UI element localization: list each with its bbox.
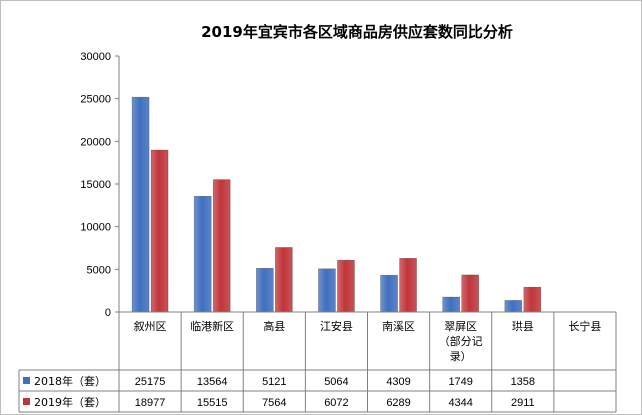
bar-2018 xyxy=(131,96,150,313)
x-category-label: 江安县 xyxy=(320,319,353,333)
data-table: 叙州区 临港新区 高县 江安县 南溪区 翠屏区（部分记录） 珙县 长宁县 2018年（套） 251… xyxy=(18,311,617,413)
bar-2018 xyxy=(193,195,212,313)
data-label: 25175 xyxy=(135,376,166,388)
data-label: 6072 xyxy=(324,397,348,409)
legend-label: 2018年（套） xyxy=(34,374,106,388)
bar-2019 xyxy=(461,274,479,313)
data-label: 7564 xyxy=(262,397,286,409)
bars xyxy=(131,96,542,313)
bar-2019 xyxy=(150,149,169,313)
bar-2018 xyxy=(318,268,336,313)
data-label: 18977 xyxy=(135,397,166,409)
bar-2018 xyxy=(442,296,460,313)
data-label: 4309 xyxy=(386,376,410,388)
legend-swatch xyxy=(23,398,30,405)
data-label: 1749 xyxy=(448,376,472,388)
bar-2019 xyxy=(212,179,231,313)
x-category-label: 长宁县 xyxy=(568,319,601,333)
data-label: 1358 xyxy=(511,376,535,388)
y-tick-label: 20000 xyxy=(80,136,111,148)
bar-2019 xyxy=(523,286,542,313)
x-category-label: 珙县 xyxy=(512,319,534,333)
data-label: 6289 xyxy=(386,397,410,409)
legend-swatch xyxy=(23,377,30,384)
x-category-label: 高县 xyxy=(263,319,285,333)
data-label: 4344 xyxy=(448,397,472,409)
data-label: 5064 xyxy=(324,376,348,388)
bar-2018 xyxy=(380,274,398,313)
bar-2019 xyxy=(275,247,293,313)
y-tick-label: 25000 xyxy=(80,94,111,106)
x-category-label: 翠屏区（部分记录） xyxy=(439,320,483,363)
data-label: 2911 xyxy=(511,397,535,409)
legend-label: 2019年（套） xyxy=(34,395,106,409)
x-category-label: 叙州区 xyxy=(134,319,167,333)
y-tick-label: 0 xyxy=(105,307,111,319)
bar-2018 xyxy=(504,300,523,313)
chart-title: 2019年宜宾市各区域商品房供应套数同比分析 xyxy=(201,23,513,41)
y-tick-label: 5000 xyxy=(87,264,111,276)
data-label: 13564 xyxy=(197,376,228,388)
bar-2019 xyxy=(337,259,355,313)
y-tick-label: 30000 xyxy=(80,51,111,63)
bar-2018 xyxy=(256,268,274,313)
data-label: 15515 xyxy=(197,397,228,409)
y-tick-label: 10000 xyxy=(80,222,111,234)
bar-2019 xyxy=(399,258,417,313)
x-category-label: 临港新区 xyxy=(190,319,234,333)
data-label: 5121 xyxy=(262,376,286,388)
y-tick-label: 15000 xyxy=(80,179,111,191)
axes: 0 5000 10000 15000 20000 25000 30000 xyxy=(80,51,120,319)
x-category-label: 南溪区 xyxy=(382,320,415,333)
